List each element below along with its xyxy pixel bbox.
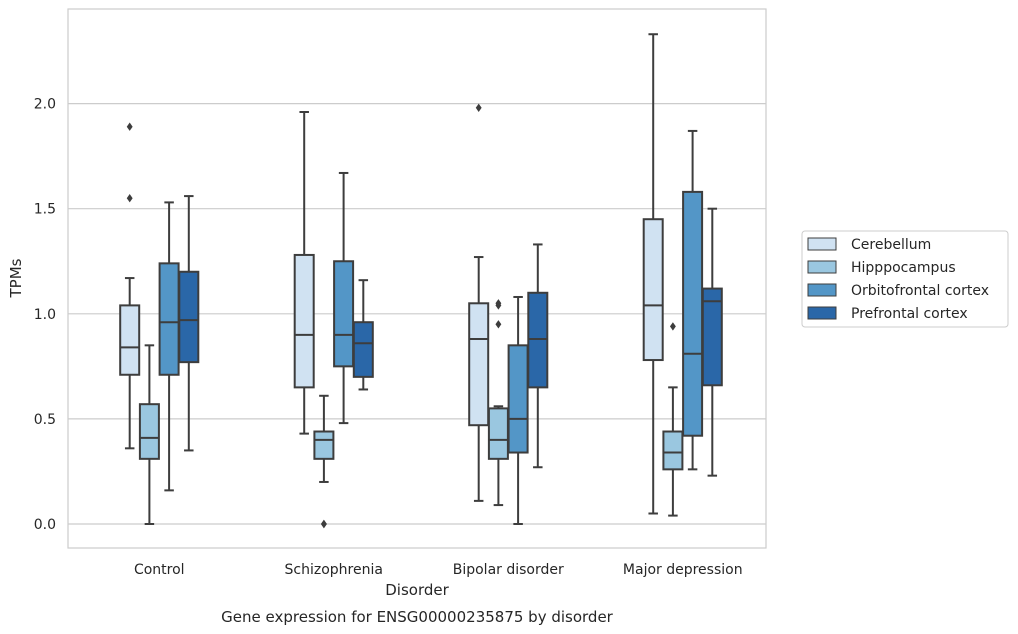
box-series [119, 33, 723, 529]
box-group [507, 295, 529, 525]
outlier-point [126, 193, 133, 203]
legend-swatch [807, 237, 837, 251]
plot-frame [67, 8, 767, 549]
box-body [468, 302, 490, 427]
chart-caption: Gene expression for ENSG00000235875 by d… [221, 608, 614, 626]
box-body [138, 403, 160, 460]
box-body [293, 253, 315, 389]
box-body [527, 291, 549, 389]
legend-frame [801, 230, 1009, 328]
box-body [701, 287, 723, 387]
legend-label: Prefrontal cortex [851, 306, 968, 322]
box-group [178, 195, 200, 452]
box-group [333, 171, 355, 425]
x-tick-label: Major depression [623, 562, 743, 578]
box-body [158, 262, 180, 376]
box-body [352, 321, 374, 378]
box-group [662, 322, 684, 517]
box-group [138, 344, 160, 525]
outlier-point [669, 322, 676, 331]
y-axis-title: TPMs [7, 258, 25, 298]
box-group [642, 33, 664, 515]
box-group [468, 103, 490, 502]
box-body [178, 270, 200, 364]
x-tick-label: Schizophrenia [285, 562, 383, 578]
box-group [682, 129, 704, 471]
box-body [642, 218, 664, 362]
box-body [662, 430, 684, 471]
box-body [313, 430, 335, 460]
box-body [119, 304, 141, 376]
y-tick-label: 1.5 [34, 202, 56, 218]
box-group [701, 207, 723, 477]
outlier-point [320, 519, 327, 529]
x-tick-labels: Control Schizophrenia Bipolar disorder Majo… [134, 562, 743, 578]
box-body [487, 407, 509, 460]
y-tick-label: 0.5 [34, 412, 56, 428]
x-tick-label: Bipolar disorder [453, 562, 564, 578]
box-group [158, 201, 180, 492]
box-group [352, 279, 374, 391]
outlier-point [495, 320, 502, 329]
box-group [119, 122, 141, 450]
legend-label: Cerebellum [851, 237, 931, 253]
x-axis-title: Disorder [385, 581, 449, 599]
legend-label: Hipppocampus [851, 260, 956, 276]
box-group [527, 243, 549, 469]
box-body [333, 260, 355, 368]
legend-swatch [807, 306, 837, 320]
y-tick-label: 1.0 [34, 307, 56, 323]
legend: Cerebellum Hipppocampus Orbitofrontal cort… [801, 230, 1009, 328]
y-tick-label: 0.0 [34, 517, 56, 533]
box-body [507, 344, 529, 454]
outlier-point [495, 299, 502, 308]
outlier-point [475, 103, 482, 113]
x-tick-label: Control [134, 562, 185, 578]
outlier-point [126, 122, 133, 131]
legend-swatch [807, 260, 837, 274]
box-group [293, 111, 315, 435]
legend-swatch [807, 283, 837, 297]
y-tick-labels: 0.0 0.5 1.0 1.5 2.0 [34, 97, 56, 533]
y-tick-label: 2.0 [34, 97, 56, 113]
legend-label: Orbitofrontal cortex [851, 283, 989, 299]
box-group [313, 394, 335, 529]
box-body [682, 190, 704, 437]
box-group [487, 299, 509, 507]
